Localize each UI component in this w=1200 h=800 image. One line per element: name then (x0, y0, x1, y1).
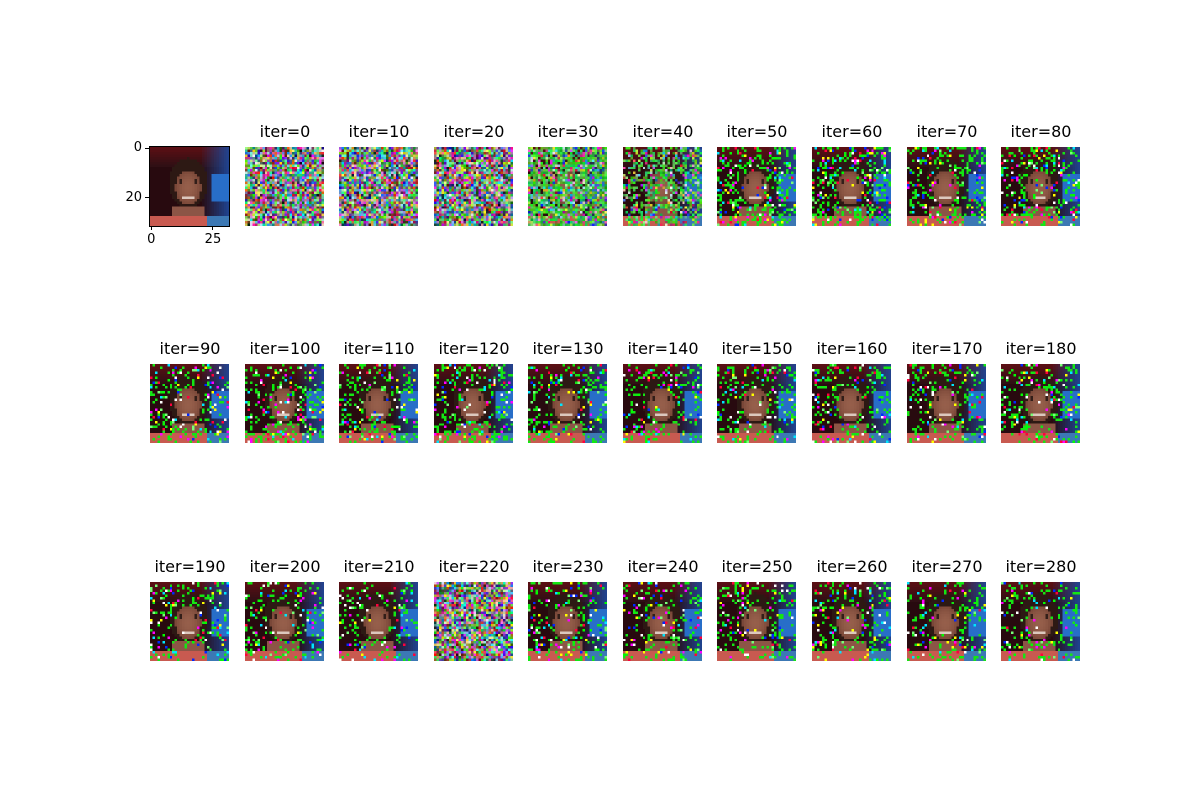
panel-title: iter=50 (726, 122, 788, 141)
generated-image (812, 364, 891, 443)
panel-title: iter=160 (816, 339, 888, 358)
generated-image (623, 364, 702, 443)
iteration-panel: iter=180 (1001, 339, 1080, 443)
generated-image (717, 364, 796, 443)
generated-image (528, 582, 607, 661)
iteration-panel: iter=130 (528, 339, 607, 443)
panel-title: iter=100 (249, 339, 321, 358)
y-tick-label: 0 (133, 140, 142, 156)
generated-image (150, 364, 229, 443)
iteration-panel: iter=190 (150, 557, 229, 661)
generated-image (528, 364, 607, 443)
generated-image (907, 147, 986, 226)
generated-image (717, 582, 796, 661)
iteration-panel: iter=40 (623, 122, 702, 226)
generated-image (1001, 364, 1080, 443)
panel-title: iter=180 (1005, 339, 1077, 358)
panel-title: iter=40 (632, 122, 694, 141)
x-tick-label: 0 (147, 232, 156, 247)
generated-image (623, 582, 702, 661)
panel-title: iter=140 (627, 339, 699, 358)
iteration-panel: iter=150 (717, 339, 796, 443)
y-tick (145, 197, 149, 199)
iteration-panel: iter=10 (339, 122, 418, 226)
y-tick (145, 147, 149, 149)
iteration-panel: iter=30 (528, 122, 607, 226)
generated-image (150, 582, 229, 661)
iteration-panel: iter=140 (623, 339, 702, 443)
panel-title: iter=0 (259, 122, 311, 141)
panel-title: iter=260 (816, 557, 888, 576)
generated-image (717, 147, 796, 226)
iteration-panel: iter=20 (434, 122, 513, 226)
iteration-panel: iter=260 (812, 557, 891, 661)
generated-image (812, 147, 891, 226)
panel-title: iter=70 (916, 122, 978, 141)
generated-image (1001, 147, 1080, 226)
panel-title: iter=190 (154, 557, 226, 576)
panel-title: iter=170 (911, 339, 983, 358)
panel-title: iter=80 (1010, 122, 1072, 141)
iteration-panel: iter=110 (339, 339, 418, 443)
generated-image (528, 147, 607, 226)
reference-image (150, 147, 229, 226)
generated-image (623, 147, 702, 226)
panel-title: iter=90 (159, 339, 221, 358)
iteration-panel: iter=70 (907, 122, 986, 226)
iteration-panel: iter=160 (812, 339, 891, 443)
panel-title: iter=230 (532, 557, 604, 576)
panel-title: iter=60 (821, 122, 883, 141)
iteration-panel: iter=90 (150, 339, 229, 443)
iteration-panel: iter=60 (812, 122, 891, 226)
panel-title: iter=270 (911, 557, 983, 576)
generated-image (907, 364, 986, 443)
panel-title: iter=150 (721, 339, 793, 358)
iteration-panel: iter=50 (717, 122, 796, 226)
iteration-panel: iter=170 (907, 339, 986, 443)
iteration-panel: iter=200 (245, 557, 324, 661)
iteration-panel: iter=0 (245, 122, 324, 226)
panel-title: iter=110 (343, 339, 415, 358)
y-tick-label: 20 (125, 189, 142, 205)
panel-title: iter=250 (721, 557, 793, 576)
generated-image (434, 364, 513, 443)
iteration-panel: iter=220 (434, 557, 513, 661)
iteration-panel: iter=270 (907, 557, 986, 661)
generated-image (245, 147, 324, 226)
iteration-panel: iter=240 (623, 557, 702, 661)
x-tick (150, 226, 152, 230)
x-tick (212, 226, 214, 230)
generated-image (907, 582, 986, 661)
panel-title: iter=30 (537, 122, 599, 141)
iteration-panel: iter=80 (1001, 122, 1080, 226)
panel-title: iter=130 (532, 339, 604, 358)
iteration-panel: iter=280 (1001, 557, 1080, 661)
iteration-panel: iter=210 (339, 557, 418, 661)
generated-image (434, 147, 513, 226)
panel-title: iter=210 (343, 557, 415, 576)
generated-image (434, 582, 513, 661)
generated-image (339, 364, 418, 443)
panel-title: iter=220 (438, 557, 510, 576)
iteration-panel: iter=100 (245, 339, 324, 443)
generated-image (812, 582, 891, 661)
iteration-panel: iter=230 (528, 557, 607, 661)
reference-image-panel: 0 25 0 20 (125, 141, 230, 247)
panel-title: iter=200 (249, 557, 321, 576)
panel-title: iter=20 (443, 122, 505, 141)
panel-title: iter=120 (438, 339, 510, 358)
panel-title: iter=240 (627, 557, 699, 576)
panel-title: iter=280 (1005, 557, 1077, 576)
generated-image (245, 582, 324, 661)
generated-image (245, 364, 324, 443)
panel-title: iter=10 (348, 122, 410, 141)
x-tick-label: 25 (204, 232, 222, 247)
generated-image (339, 147, 418, 226)
iteration-panel: iter=120 (434, 339, 513, 443)
generated-image (1001, 582, 1080, 661)
generated-image (339, 582, 418, 661)
iteration-panel: iter=250 (717, 557, 796, 661)
